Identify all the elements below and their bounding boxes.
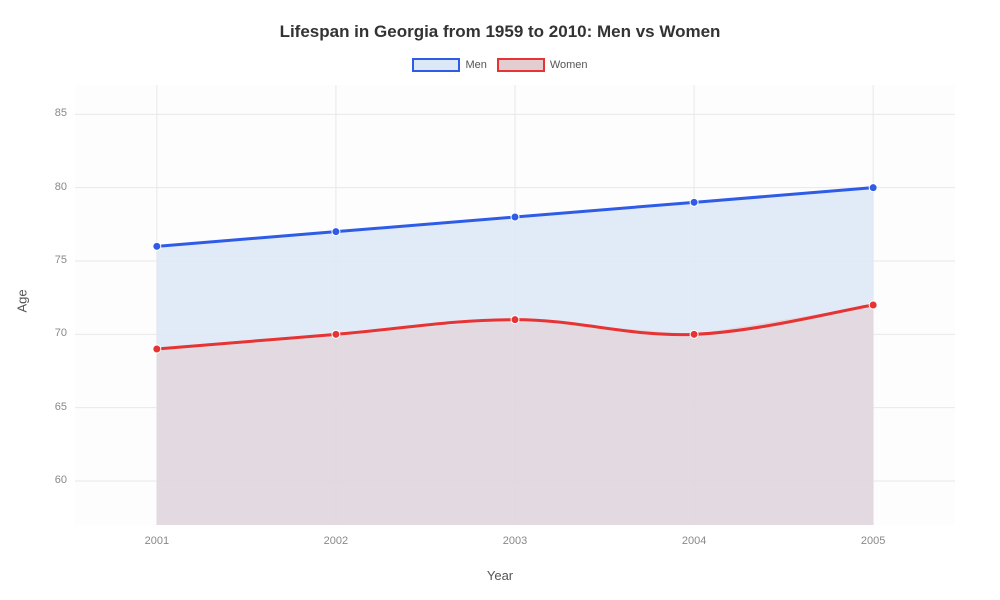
chart-title: Lifespan in Georgia from 1959 to 2010: M…: [0, 22, 1000, 42]
chart-container: Lifespan in Georgia from 1959 to 2010: M…: [0, 0, 1000, 600]
legend-swatch-men: [412, 58, 460, 72]
legend-swatch-women: [497, 58, 545, 72]
x-tick-label: 2004: [682, 535, 706, 547]
y-tick-label: 65: [37, 401, 67, 413]
y-tick-label: 85: [37, 107, 67, 119]
legend-item-men[interactable]: Men: [412, 58, 486, 72]
x-tick-label: 2005: [861, 535, 885, 547]
y-axis-title: Age: [15, 289, 30, 312]
chart-svg: [75, 85, 955, 525]
legend-label-women: Women: [550, 59, 588, 71]
x-tick-label: 2003: [503, 535, 527, 547]
y-tick-label: 75: [37, 254, 67, 266]
x-axis-title: Year: [0, 568, 1000, 583]
plot-area: [75, 85, 955, 525]
legend: Men Women: [0, 58, 1000, 72]
legend-item-women[interactable]: Women: [497, 58, 588, 72]
legend-label-men: Men: [465, 59, 486, 71]
x-tick-label: 2002: [324, 535, 348, 547]
y-tick-label: 70: [37, 327, 67, 339]
y-tick-label: 60: [37, 474, 67, 486]
x-tick-label: 2001: [145, 535, 169, 547]
y-tick-label: 80: [37, 181, 67, 193]
